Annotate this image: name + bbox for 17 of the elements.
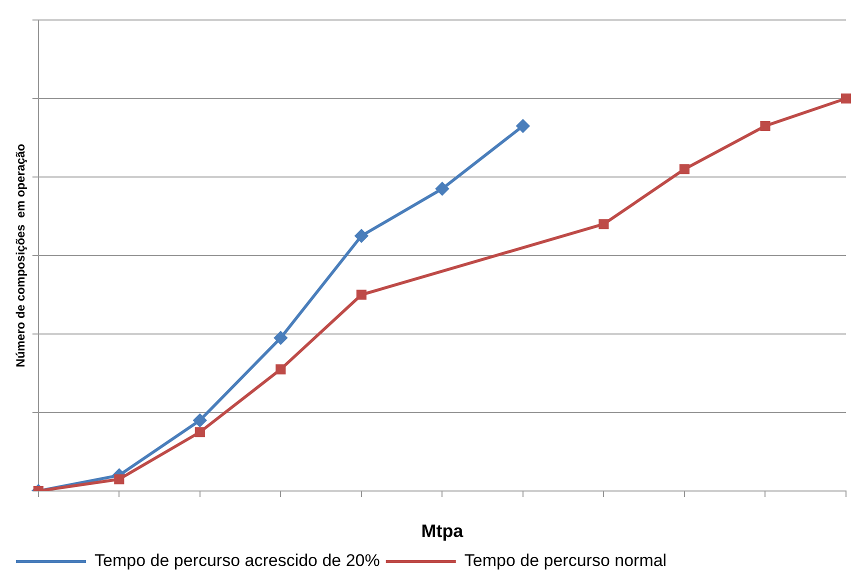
point [356, 290, 366, 300]
point [194, 427, 205, 438]
legend-label: Tempo de percurso normal [464, 551, 667, 570]
point [114, 474, 124, 484]
point [436, 182, 449, 196]
legend-label: Tempo de percurso acrescido de 20% [94, 551, 380, 570]
point [516, 119, 530, 132]
x-axis-title: Mtpa [421, 521, 464, 542]
point [840, 93, 852, 104]
point [274, 331, 288, 344]
point [354, 229, 368, 242]
point [193, 414, 206, 427]
point [760, 120, 770, 132]
y-axis-title: Número de composições em operação [14, 144, 28, 368]
point [598, 219, 609, 230]
point [679, 164, 690, 174]
point [276, 364, 286, 374]
